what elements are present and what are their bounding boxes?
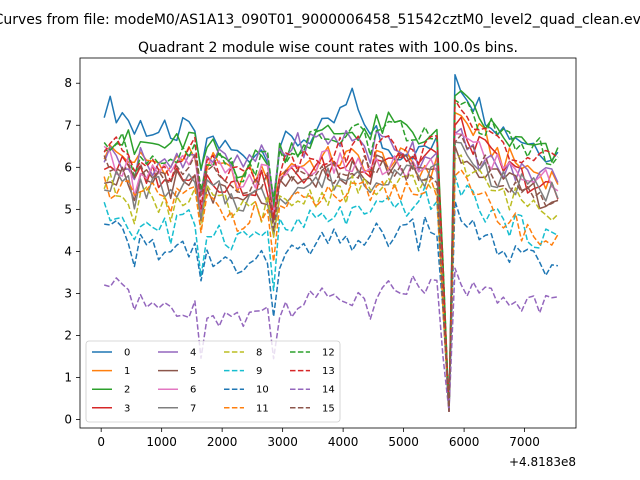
x-offset-label: +4.8183e8 (509, 455, 576, 469)
legend-label-4: 4 (190, 348, 196, 359)
x-axis: 0 1000 2000 3000 4000 5000 6000 7000 (97, 428, 540, 449)
legend-label-6: 6 (190, 385, 196, 396)
series-line-6 (103, 132, 559, 412)
y-tick-label: 4 (64, 244, 72, 258)
legend-label-11: 11 (256, 403, 269, 414)
legend-label-14: 14 (322, 385, 335, 396)
figure-suptitle: Curves from file: modeM0/AS1A13_090T01_9… (0, 12, 640, 28)
legend-label-15: 15 (322, 403, 335, 414)
series-line-0 (103, 74, 559, 412)
legend-label-5: 5 (190, 366, 196, 377)
x-tick-label: 5000 (388, 435, 419, 449)
series-line-4 (103, 127, 559, 412)
series-line-10 (104, 200, 558, 412)
legend-label-3: 3 (124, 403, 130, 414)
x-tick-label: 4000 (328, 435, 359, 449)
legend-label-2: 2 (124, 385, 130, 396)
series-line-13 (103, 99, 559, 412)
y-tick-label: 8 (64, 76, 72, 90)
x-tick-label: 6000 (449, 435, 480, 449)
series-line-14 (103, 267, 559, 412)
legend-label-8: 8 (256, 348, 262, 359)
x-tick-label: 3000 (267, 435, 298, 449)
x-tick-label: 7000 (509, 435, 540, 449)
legend-label-12: 12 (322, 348, 335, 359)
y-tick-label: 1 (64, 371, 72, 385)
legend-label-1: 1 (124, 366, 130, 377)
legend-label-13: 13 (322, 366, 335, 377)
legend-label-7: 7 (190, 403, 196, 414)
series-layer (103, 74, 559, 412)
y-tick-label: 7 (64, 118, 72, 132)
legend-label-9: 9 (256, 366, 262, 377)
series-line-12 (103, 99, 559, 412)
chart-title: Quadrant 2 module wise count rates with … (138, 40, 518, 56)
series-line-2 (104, 90, 559, 412)
series-line-11 (103, 169, 559, 412)
y-axis: 0 1 2 3 4 5 6 7 8 (64, 76, 80, 427)
plot-frame (79, 57, 577, 429)
x-tick-label: 2000 (207, 435, 238, 449)
series-line-9 (103, 174, 559, 412)
legend-label-10: 10 (256, 385, 269, 396)
series-line-8 (103, 154, 559, 412)
y-tick-label: 2 (64, 329, 72, 343)
x-tick-label: 1000 (146, 435, 177, 449)
legend-frame (85, 340, 341, 423)
x-tick-label: 0 (97, 435, 105, 449)
y-tick-label: 0 (64, 413, 72, 427)
y-tick-label: 5 (64, 202, 72, 216)
y-tick-label: 3 (64, 286, 72, 300)
legend-label-0: 0 (124, 348, 130, 359)
series-line-3 (103, 116, 559, 412)
y-tick-label: 6 (64, 160, 72, 174)
